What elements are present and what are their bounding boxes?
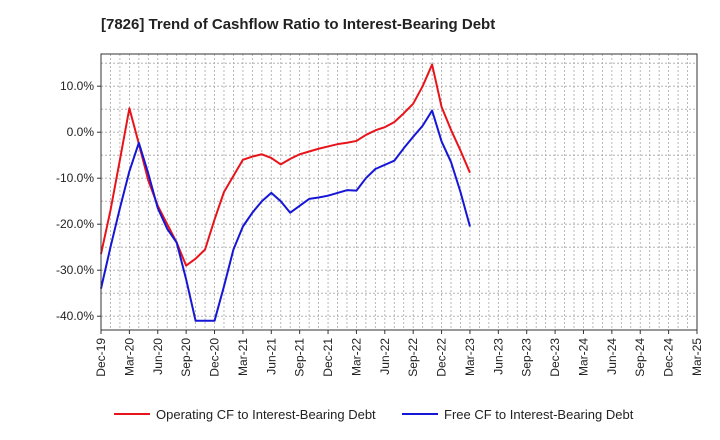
x-tick-label: Dec-22 [435, 338, 449, 377]
y-tick-label: -40.0% [56, 309, 94, 323]
y-tick-label: 10.0% [60, 79, 94, 93]
x-tick-label: Dec-24 [662, 338, 676, 377]
legend-label-1: Operating CF to Interest-Bearing Debt [156, 407, 376, 422]
x-tick-label: Jun-22 [378, 338, 392, 375]
x-tick-label: Mar-20 [122, 338, 136, 376]
plot-border [100, 53, 698, 331]
y-tick-label: -10.0% [56, 171, 94, 185]
y-tick-label: -20.0% [56, 217, 94, 231]
x-tick-label: Dec-21 [321, 338, 335, 377]
series-line-1 [100, 63, 471, 267]
x-tick-label: Mar-24 [576, 338, 590, 376]
x-tick-label: Jun-24 [605, 338, 619, 375]
x-tick-label: Sep-20 [179, 338, 193, 377]
x-tick-label: Sep-21 [293, 338, 307, 377]
x-tick-label: Sep-23 [520, 338, 534, 377]
series-line-2 [100, 109, 471, 322]
x-tick-label: Jun-23 [491, 338, 505, 375]
x-tick-label: Dec-19 [94, 338, 108, 377]
chart-title: [7826] Trend of Cashflow Ratio to Intere… [101, 16, 495, 33]
legend-label-2: Free CF to Interest-Bearing Debt [444, 407, 634, 422]
x-tick-label: Jun-20 [151, 338, 165, 375]
x-tick-label: Jun-21 [264, 338, 278, 375]
x-tick-label: Sep-24 [633, 338, 647, 377]
x-tick-label: Mar-22 [349, 338, 363, 376]
plot-area: 10.0% 0.0% -10.0% -20.0% -30.0% -40.0% Dec-19 M… [56, 53, 704, 377]
x-tick-label: Mar-21 [236, 338, 250, 376]
x-tick-label: Mar-25 [690, 338, 704, 376]
x-tick-label: Dec-20 [208, 338, 222, 377]
y-tick-label: 0.0% [67, 125, 95, 139]
x-tick-label: Sep-22 [406, 338, 420, 377]
x-tick-label: Dec-23 [548, 338, 562, 377]
plot-background [101, 54, 697, 330]
legend: Operating CF to Interest-Bearing Debt Fre… [114, 407, 634, 422]
y-tick-label: -30.0% [56, 263, 94, 277]
x-tick-label: Mar-23 [463, 338, 477, 376]
